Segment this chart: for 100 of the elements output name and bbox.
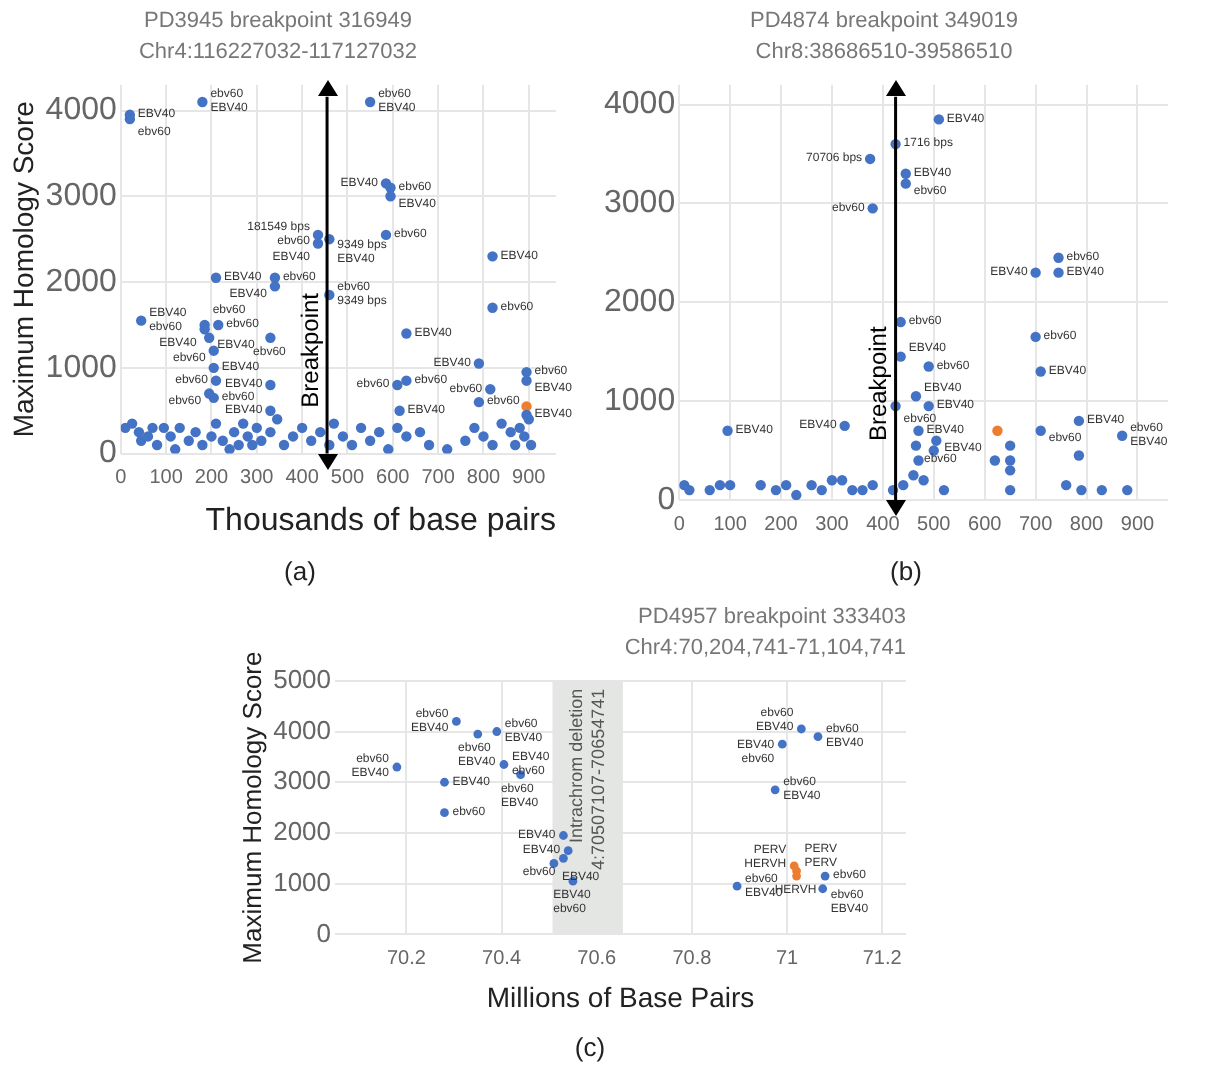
point — [931, 435, 942, 446]
x-tick-label: 900 — [1120, 513, 1156, 536]
x-tick-label: 600 — [376, 467, 411, 490]
x-tick-label: 100 — [713, 513, 748, 536]
point — [867, 479, 878, 491]
x-tick-label: 600 — [968, 513, 1003, 536]
x-tick-label: 70.6 — [577, 947, 618, 970]
point — [1030, 267, 1041, 278]
point — [704, 484, 715, 496]
x-tick-label: 500 — [917, 513, 952, 536]
point — [755, 479, 766, 491]
chart-subtitle: Chr8:38686510-39586510 — [755, 39, 1013, 64]
point — [923, 400, 934, 412]
point — [1035, 425, 1046, 436]
point — [923, 361, 934, 372]
x-tick-label: 70.8 — [672, 947, 713, 970]
y-tick-label: 1000 — [45, 350, 117, 385]
ref-line-label: Breakpoint — [864, 325, 893, 442]
band-label: Intrachrom deletion 4:70507107-70654741 — [565, 688, 608, 870]
point — [499, 760, 509, 769]
x-tick-label: 300 — [815, 513, 850, 536]
x-tick-label: 300 — [240, 467, 275, 490]
y-tick-label: 4000 — [45, 93, 117, 128]
point — [1122, 484, 1133, 496]
point — [451, 716, 461, 726]
point — [770, 484, 782, 496]
point — [1073, 415, 1085, 427]
x-tick-label: 70.2 — [386, 947, 427, 970]
point — [864, 153, 876, 165]
y-tick-label: 1000 — [273, 866, 332, 897]
y-tick-label: 3000 — [273, 765, 332, 796]
point — [780, 479, 792, 491]
x-tick-label: 71 — [775, 947, 800, 970]
point — [1053, 267, 1064, 278]
point — [816, 484, 827, 496]
x-tick-label: 900 — [512, 467, 547, 490]
point — [1060, 479, 1072, 491]
point — [867, 203, 878, 214]
point — [820, 871, 830, 881]
point — [992, 425, 1003, 436]
point — [1116, 430, 1128, 441]
point — [724, 479, 736, 491]
x-tick-label: 700 — [421, 467, 456, 490]
point — [826, 475, 838, 486]
point — [1096, 484, 1108, 496]
point — [684, 484, 695, 496]
point — [910, 391, 922, 402]
point — [722, 425, 733, 436]
point — [818, 884, 828, 894]
y-tick-label: 1000 — [604, 383, 676, 418]
point — [492, 727, 502, 736]
x-tick-label: 400 — [866, 513, 901, 536]
point — [836, 475, 848, 486]
y-tick-label: 0 — [316, 917, 332, 948]
point — [900, 168, 911, 179]
point — [1004, 455, 1016, 466]
point — [913, 455, 924, 466]
y-tick-label: 2000 — [273, 816, 332, 847]
point — [1004, 465, 1016, 476]
point — [847, 484, 858, 496]
point — [563, 846, 573, 856]
y-axis-title: Maximum Homology Score — [6, 100, 39, 438]
y-tick-label: 3000 — [604, 186, 676, 221]
y-axis-title: Maximum Homology Score — [236, 651, 267, 964]
point — [473, 729, 483, 739]
chart-subtitle: Chr4:70,204,741-71,104,741 — [624, 635, 906, 660]
x-tick-label: 400 — [285, 467, 320, 490]
point — [770, 785, 780, 795]
point — [857, 484, 868, 496]
point — [392, 762, 402, 772]
text: (a) — [282, 556, 318, 586]
x-tick-label: 700 — [1018, 513, 1054, 536]
point — [839, 420, 850, 432]
point — [806, 479, 817, 491]
point — [559, 831, 568, 840]
point — [910, 440, 922, 451]
x-tick-label: 800 — [466, 467, 502, 490]
text: (c) — [572, 1032, 608, 1062]
y-tick-label: 2000 — [45, 264, 117, 299]
chart-subtitle: Chr4:116227032-117127032 — [138, 39, 418, 64]
point — [913, 425, 924, 436]
x-tick-label: 200 — [764, 513, 799, 536]
y-tick-label: 2000 — [604, 285, 676, 320]
x-axis-title: Thousands of base pairs — [205, 503, 556, 538]
point — [777, 739, 787, 749]
point — [714, 479, 726, 491]
point — [1004, 440, 1016, 451]
y-tick-label: 4000 — [273, 714, 332, 745]
point — [933, 114, 945, 125]
point — [918, 475, 929, 486]
point — [938, 484, 950, 496]
x-axis-title: Millions of Base Pairs — [486, 980, 755, 1013]
x-tick-label: 100 — [149, 467, 184, 490]
point — [989, 455, 1001, 466]
text: (b) — [888, 556, 924, 586]
point — [440, 777, 449, 787]
point — [559, 853, 568, 863]
point — [908, 470, 919, 481]
point — [898, 479, 909, 491]
y-tick-label: 5000 — [273, 663, 332, 694]
